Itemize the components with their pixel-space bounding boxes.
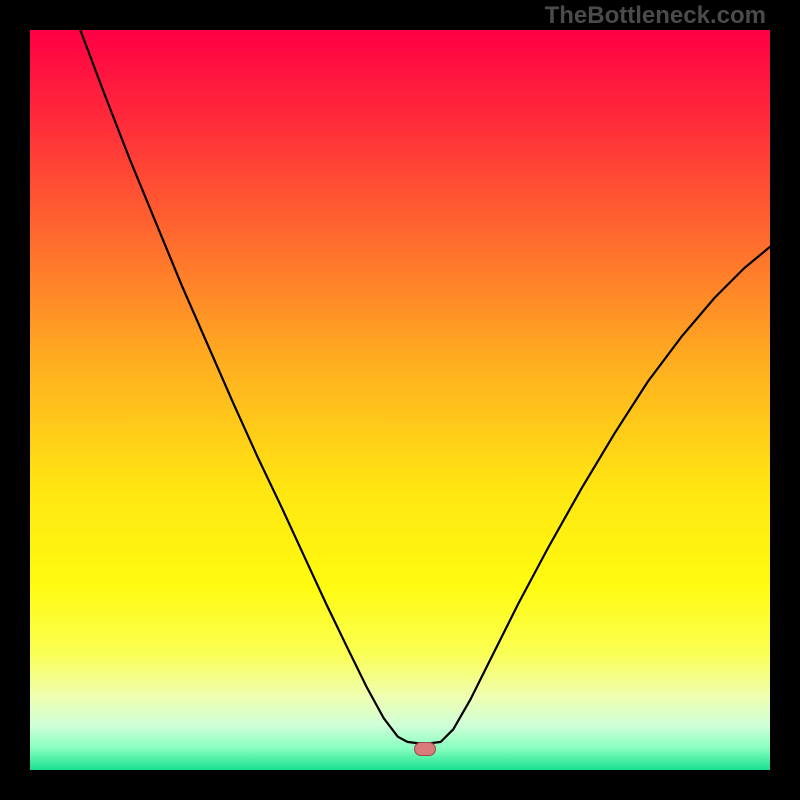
optimum-marker <box>414 742 436 756</box>
chart-container: TheBottleneck.com <box>0 0 800 800</box>
curve-path <box>80 30 770 743</box>
watermark-text: TheBottleneck.com <box>545 2 766 30</box>
bottleneck-curve <box>30 30 770 770</box>
plot-area <box>30 30 770 770</box>
